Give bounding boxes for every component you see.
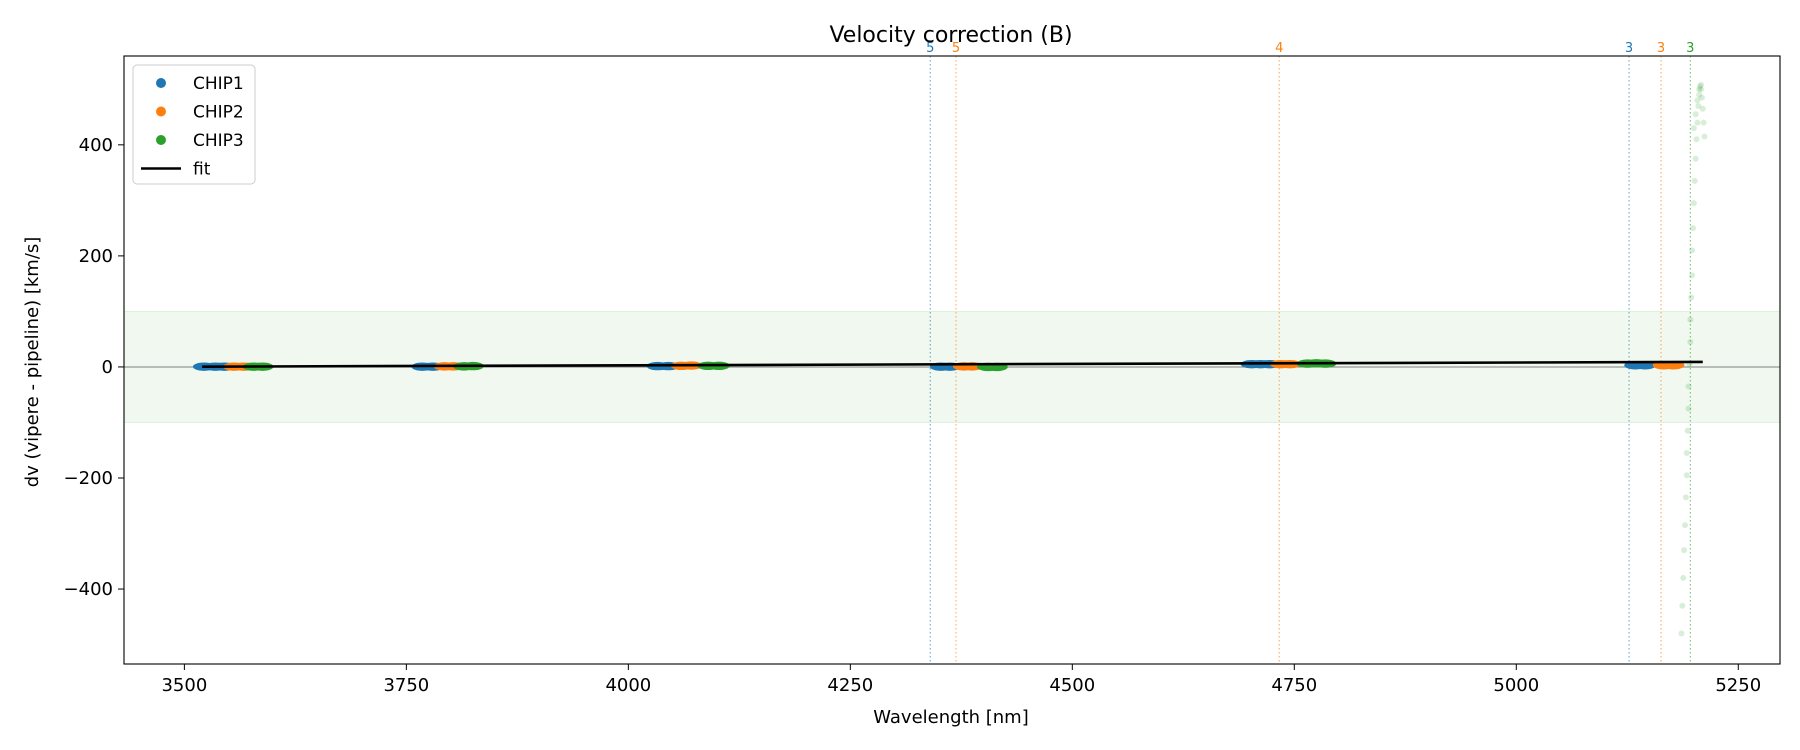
y-tick-label: 0 [102, 357, 113, 378]
x-tick-label: 4750 [1271, 675, 1317, 696]
chip3-rejected-point [1689, 225, 1696, 232]
chip3-rejected-point [1696, 91, 1703, 98]
chip3-rejected-point [1699, 105, 1706, 112]
x-tick-label: 3750 [383, 675, 429, 696]
legend-chip3-swatch [156, 135, 166, 145]
chip3-rejected-point [1687, 316, 1694, 323]
legend: CHIP1 CHIP2 CHIP3 fit [132, 64, 256, 185]
x-tick-label: 4250 [827, 675, 873, 696]
marker-lines-layer: 5 5 4 3 3 3 [926, 41, 1694, 664]
chip3-rejected-point [1700, 119, 1707, 126]
x-tick-label: 4500 [1049, 675, 1095, 696]
chip3-rejected-point [1684, 427, 1691, 434]
chip3-rejected-point [1681, 522, 1688, 529]
y-tick-label: 200 [79, 246, 113, 267]
chip3-rejected-point [1692, 155, 1699, 162]
chip3-rejected-point [1698, 94, 1705, 101]
y-tick-label: 400 [79, 135, 113, 156]
marker-label: 5 [952, 41, 960, 56]
legend-fit-label: fit [193, 160, 211, 180]
chip3-rejected-point [1694, 97, 1701, 104]
chip3-rejected-point [1701, 133, 1708, 140]
chip3-rejected-point [1690, 125, 1697, 132]
fit-line [202, 360, 1703, 368]
chip3-rejected-point [1687, 338, 1694, 345]
marker-label: 4 [1275, 41, 1283, 56]
chip3-rejected-point [1697, 81, 1704, 88]
y-tick-label: −400 [64, 579, 113, 600]
marker-label: 5 [926, 41, 934, 56]
chip3-rejected-point [1696, 86, 1703, 93]
chip3-rejected-point [1695, 102, 1702, 109]
x-tick-label: 3500 [161, 675, 207, 696]
legend-chip2-label: CHIP2 [193, 103, 244, 123]
x-ticks: 3500 3750 4000 4250 4500 4750 5000 5250 [161, 664, 1761, 696]
chip3-rejected-point [1697, 83, 1704, 90]
x-tick-label: 5000 [1493, 675, 1539, 696]
legend-chip2-swatch [156, 106, 166, 117]
marker-label: 3 [1686, 41, 1694, 56]
chip3-rejected-point [1685, 405, 1692, 412]
marker-label: 3 [1625, 41, 1633, 56]
y-tick-label: −200 [64, 468, 113, 489]
chip3-rejected-point [1690, 200, 1697, 207]
chip3-rejected-point [1681, 547, 1688, 554]
chip3-rejected-point [1694, 119, 1701, 126]
chart-title: Velocity correction (B) [829, 23, 1072, 48]
chip3-rejected-point [1682, 494, 1689, 501]
chip3-rejected-point [1685, 383, 1692, 390]
chip3-rejected-point [1680, 574, 1687, 581]
chip3-rejected-point [1683, 472, 1690, 479]
chip3-rejected-point [1678, 630, 1685, 637]
chip3-rejected-point [1689, 272, 1696, 279]
x-axis-label: Wavelength [nm] [873, 707, 1029, 728]
x-tick-label: 4000 [605, 675, 651, 696]
fit-line-layer [202, 360, 1703, 368]
chip3-rejected-point [1679, 602, 1686, 609]
legend-chip3-label: CHIP3 [193, 131, 244, 151]
y-ticks: −400 −200 0 200 400 [64, 135, 124, 600]
legend-box [132, 64, 256, 185]
axes-frame [123, 55, 1781, 665]
chip3-rejected-point [1691, 177, 1698, 184]
marker-label: 3 [1657, 41, 1665, 56]
chip3-rejected-point [1688, 294, 1695, 301]
chip3-rejected-point [1683, 450, 1690, 457]
chip3-rejected-point [1693, 136, 1700, 143]
chip3-rejected-point [1689, 247, 1696, 254]
legend-chip1-label: CHIP1 [193, 74, 244, 94]
legend-chip1-swatch [156, 78, 166, 88]
x-tick-label: 5250 [1715, 675, 1761, 696]
chip3-rejected-point [1697, 86, 1704, 93]
y-axis-label: dv (vipere - pipeline) [km/s] [22, 237, 43, 488]
chip3-rejected-point [1692, 111, 1699, 118]
